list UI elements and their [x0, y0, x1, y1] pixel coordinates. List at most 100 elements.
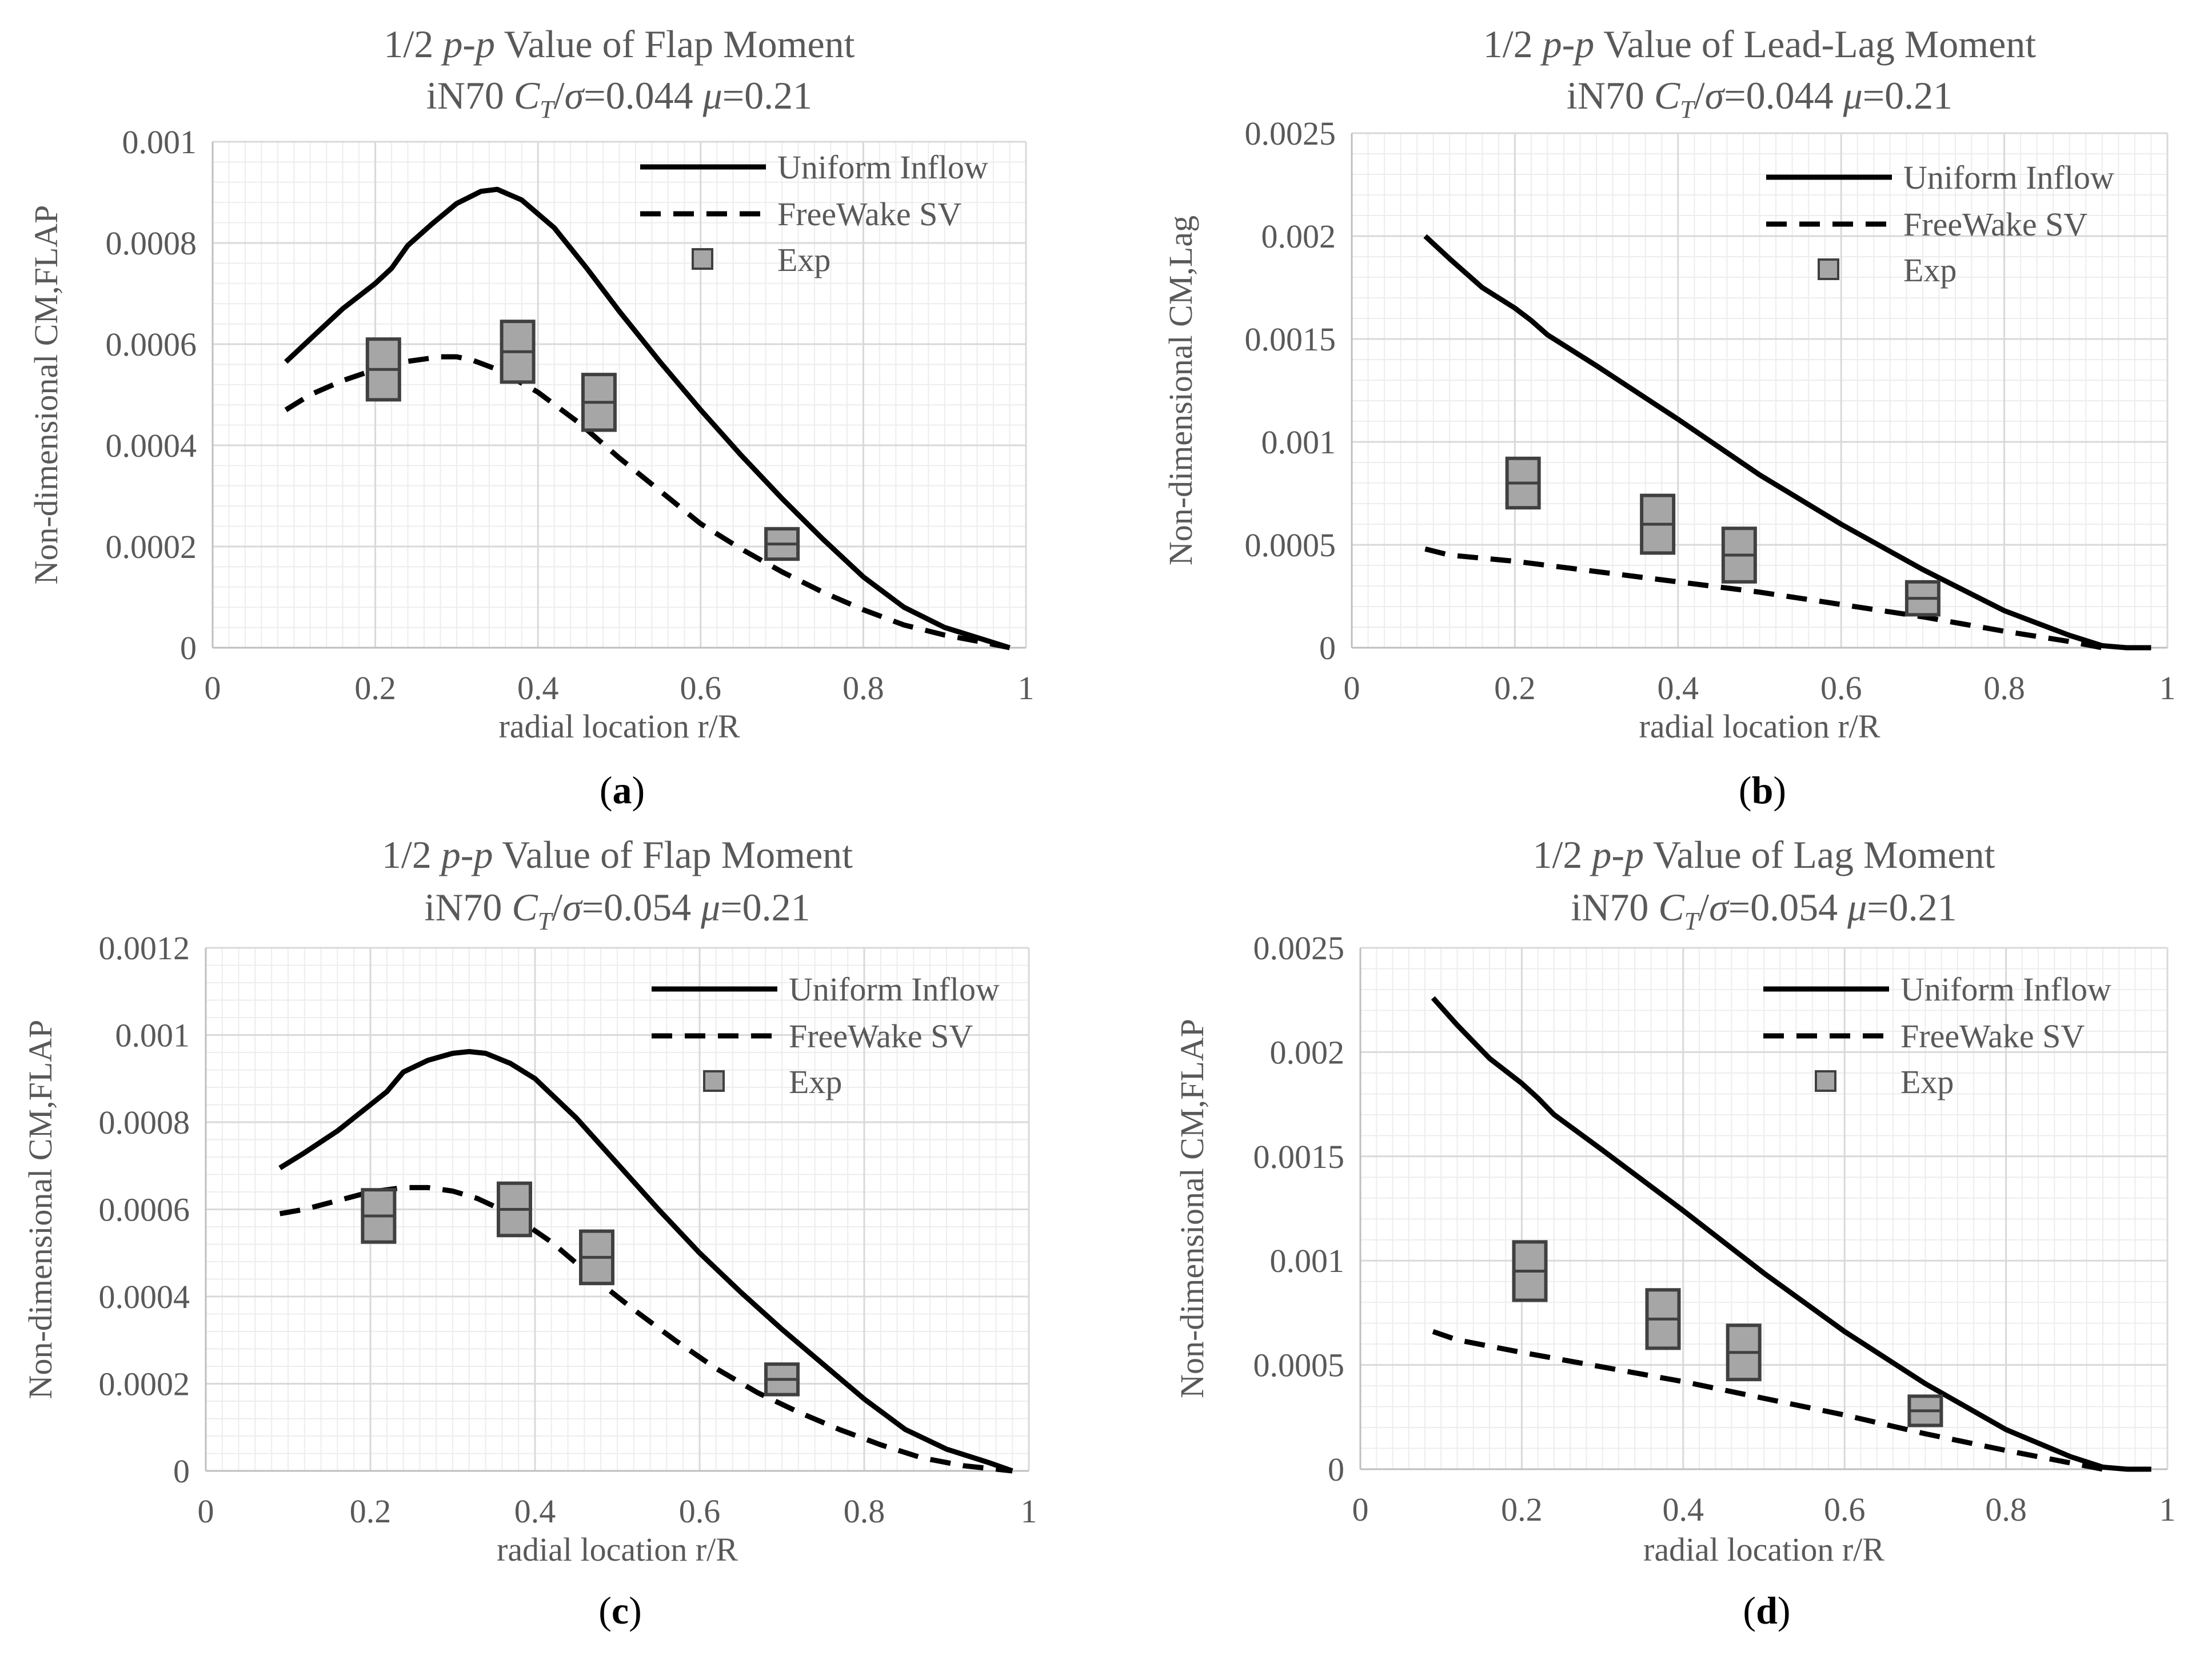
x-tick-label: 0.2: [350, 1493, 392, 1530]
title-part: p-p: [1540, 22, 1595, 66]
title-part: p-p: [1590, 833, 1644, 876]
x-axis-label: radial location r/R: [1639, 708, 1880, 745]
caption-open: (: [598, 1589, 612, 1632]
x-axis-label: radial location r/R: [499, 708, 740, 745]
chart-title-line1: 1/2 p-p Value of Lag Moment: [1533, 833, 1995, 876]
title-part: iN70: [1567, 74, 1654, 117]
caption-open: (: [1743, 1589, 1756, 1632]
caption-close: ): [629, 1589, 642, 1632]
y-axis-label: Non-dimensional CM,FLAP: [22, 1020, 59, 1399]
title-part: =0.21: [1867, 886, 1957, 929]
title-part: 1/2: [382, 833, 441, 876]
x-axis-label: radial location r/R: [1643, 1531, 1884, 1568]
uniform-inflow-line: [284, 186, 1011, 651]
uniform-inflow-line: [1431, 996, 2151, 1472]
y-axis-label: Non-dimensional CM,FLAP: [1173, 1019, 1211, 1398]
panel-caption: (d): [1743, 1589, 1790, 1632]
legend-exp-label: Exp: [789, 1063, 842, 1100]
chart-title-line1: 1/2 p-p Value of Flap Moment: [382, 833, 853, 876]
freewake-sv-line: [1432, 1329, 2103, 1472]
legend-uniform-label: Uniform Inflow: [1903, 159, 2114, 196]
y-tick-label: 0.0025: [1253, 930, 1345, 967]
caption-letter: d: [1756, 1589, 1778, 1632]
title-part: /: [554, 74, 565, 117]
x-tick-label: 0.6: [679, 1493, 721, 1530]
legend: Uniform Inflow FreeWake SV Exp: [652, 971, 1000, 1100]
x-tick-label: 1: [1018, 669, 1035, 707]
title-part: σ: [562, 886, 583, 929]
title-part: 1/2: [384, 22, 443, 66]
title-part: =0.054: [582, 886, 701, 929]
legend-freewake-label: FreeWake SV: [777, 196, 961, 233]
title-part: C: [514, 74, 540, 117]
caption-letter: a: [613, 768, 632, 812]
x-tick-label: 0.2: [1501, 1491, 1543, 1528]
title-part: =0.21: [1863, 74, 1953, 117]
y-tick-label: 0: [1319, 629, 1336, 667]
minor-gridlines: [213, 142, 1026, 648]
y-tick-label: 0.001: [1270, 1242, 1345, 1279]
x-tick-label: 1: [2159, 669, 2176, 707]
title-part: C: [512, 886, 538, 929]
y-tick-label: 0.0006: [106, 326, 197, 363]
x-tick-label: 0.6: [1820, 669, 1862, 707]
x-tick-label: 0: [198, 1493, 214, 1530]
title-part: σ: [1709, 886, 1730, 929]
title-part: /: [1694, 74, 1705, 117]
uniform-inflow-line: [278, 1049, 1013, 1474]
y-tick-label: 0.0012: [99, 930, 190, 967]
caption-letter: b: [1752, 768, 1774, 812]
x-tick-label: 0.2: [354, 669, 396, 707]
title-part: μ: [1843, 74, 1863, 117]
title-part: p-p: [441, 22, 495, 66]
title-part: p-p: [439, 833, 493, 876]
title-part: T: [1680, 95, 1696, 123]
y-axis-label: Non-dimensional CM,FLAP: [27, 205, 65, 585]
x-tick-label: 0.8: [1983, 669, 2025, 707]
y-tick-label: 0.0002: [106, 528, 197, 565]
title-part: Value of Flap Moment: [495, 22, 855, 66]
x-tick-label: 0.8: [843, 669, 884, 707]
x-tick-label: 0: [1344, 669, 1360, 707]
legend-uniform-label: Uniform Inflow: [1900, 971, 2111, 1008]
title-part: iN70: [424, 886, 512, 929]
caption-open: (: [600, 768, 613, 812]
y-tick-label: 0.0006: [99, 1191, 190, 1229]
y-tick-label: 0.0008: [99, 1104, 190, 1141]
chart-title-line1: 1/2 p-p Value of Flap Moment: [384, 22, 855, 66]
x-tick-label: 0.8: [1985, 1491, 2027, 1528]
legend: Uniform Inflow FreeWake SV Exp: [1763, 971, 2111, 1100]
title-part: =0.054: [1728, 886, 1847, 929]
y-tick-label: 0.0005: [1245, 527, 1336, 564]
x-tick-label: 0.4: [517, 669, 559, 707]
y-tick-label: 0.0005: [1253, 1347, 1345, 1384]
title-part: T: [1684, 907, 1700, 935]
x-tick-label: 0.6: [680, 669, 722, 707]
x-tick-label: 0.8: [844, 1493, 885, 1530]
title-part: σ: [1705, 74, 1726, 117]
legend-freewake-label: FreeWake SV: [789, 1018, 973, 1055]
caption-close: ): [632, 768, 645, 812]
title-part: =0.21: [720, 886, 810, 929]
y-tick-label: 0: [1328, 1451, 1344, 1488]
caption-letter: c: [612, 1589, 629, 1632]
minor-gridlines: [1352, 133, 2167, 648]
title-part: 1/2: [1483, 22, 1543, 66]
y-tick-label: 0.002: [1270, 1034, 1345, 1071]
legend-uniform-label: Uniform Inflow: [789, 971, 1000, 1008]
y-tick-label: 0.0004: [106, 427, 197, 464]
title-part: T: [538, 907, 554, 935]
y-axis-label: Non-dimensional CM,Lag: [1162, 216, 1199, 565]
y-tick-label: 0.001: [122, 123, 197, 161]
title-part: T: [540, 95, 556, 123]
y-tick-label: 0.002: [1261, 218, 1336, 255]
legend-exp-swatch: [1815, 1070, 1836, 1092]
title-part: iN70: [426, 74, 514, 117]
caption-open: (: [1739, 768, 1752, 812]
legend-exp-swatch: [692, 248, 713, 270]
chart-title-line2: iN70 CT/σ=0.044 μ=0.21: [1567, 74, 1953, 123]
legend-exp-label: Exp: [1900, 1063, 1954, 1100]
chart-title-line2: iN70 CT/σ=0.054 μ=0.21: [424, 886, 810, 935]
legend-exp-swatch: [703, 1070, 725, 1092]
